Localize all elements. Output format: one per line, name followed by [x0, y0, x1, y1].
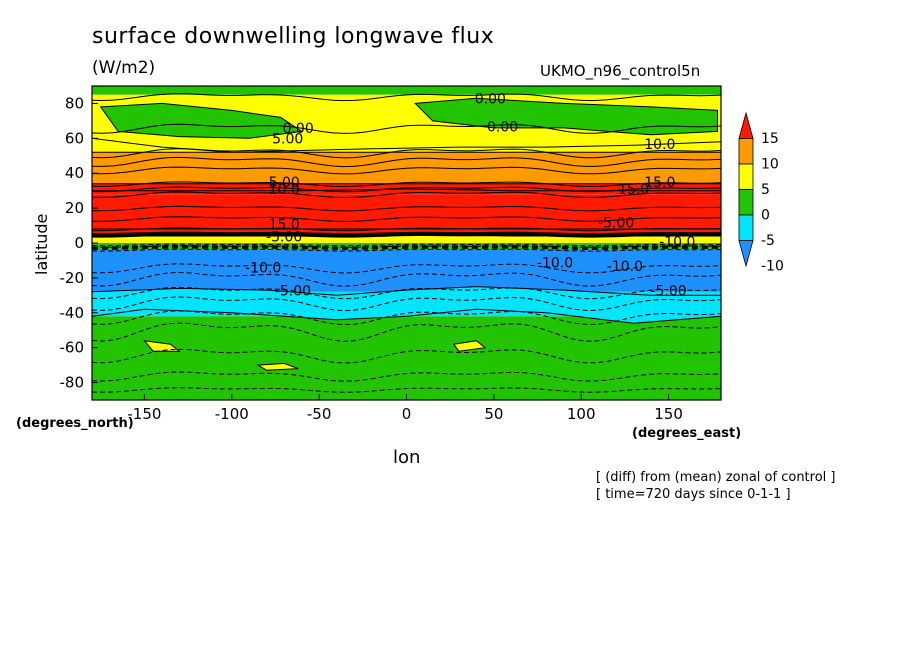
- contour-label: -10.0: [245, 261, 281, 277]
- contour-label: -10.0: [659, 234, 695, 250]
- colorbar-label: 10: [761, 157, 779, 173]
- contour-line: [91, 148, 722, 159]
- colorbar-swatch: [738, 138, 754, 165]
- colorbar-label: -10: [761, 259, 784, 275]
- x-axis-ticks: -150 -100 -50 0 50 100 150: [127, 394, 683, 423]
- x-tick-label: 0: [402, 405, 412, 423]
- x-tick-label: 50: [484, 405, 503, 423]
- run-name: UKMO_n96_control5n: [540, 62, 701, 80]
- y-tick-label: 60: [65, 129, 84, 147]
- colorbar-label: 0: [761, 208, 770, 224]
- colorbar-label: 15: [761, 131, 779, 147]
- contour-line: [91, 348, 722, 364]
- y-tick-label: -80: [60, 374, 85, 392]
- heatmap-patch: [452, 340, 487, 352]
- contour-line: [91, 248, 722, 252]
- contour-line: [91, 322, 722, 342]
- heatmap-band: [92, 86, 721, 95]
- y-axis-ticks: -80 -60 -40 -20 0 20 40 60 80: [60, 94, 98, 392]
- colorbar-label: 5: [761, 182, 770, 198]
- heatmap-band: [92, 316, 721, 400]
- contour-label: 0.00: [475, 91, 506, 107]
- contour-label: -10.0: [537, 255, 573, 271]
- contour-line: [91, 123, 722, 134]
- contour-label: -5.00: [266, 229, 302, 245]
- contour-label: 0.00: [487, 119, 518, 135]
- contour-label: 10.0: [269, 182, 300, 198]
- contour-line: [91, 205, 722, 212]
- contour-label: 5.00: [272, 132, 303, 148]
- contour-label: -5.00: [650, 283, 686, 299]
- contour-line: [91, 227, 722, 232]
- y-tick-label: -60: [60, 339, 85, 357]
- contour-line: [91, 310, 722, 326]
- colorbar-swatch: [738, 240, 754, 268]
- contour-line: [91, 245, 722, 250]
- colorbar: 15 10 5 0 -5 -10: [738, 111, 784, 275]
- heatmap-band: [92, 194, 721, 230]
- x-axis-label: lon: [393, 447, 421, 468]
- contour-label: 15.0: [644, 175, 675, 191]
- contour-label: 0.00: [283, 121, 314, 137]
- x-tick-label: -100: [215, 405, 249, 423]
- colorbar-swatch: [738, 111, 754, 139]
- colorbar-swatch: [738, 163, 754, 190]
- contour-label: 15.0: [618, 182, 649, 198]
- contour-line: [91, 263, 722, 274]
- chart-title: surface downwelling longwave flux: [92, 24, 495, 49]
- colorbar-swatch: [738, 189, 754, 216]
- x-axis-units: (degrees_east): [632, 426, 742, 441]
- contour-label: -5.00: [275, 283, 311, 299]
- contour-label: -10.0: [607, 259, 643, 275]
- contour-line: [91, 216, 722, 222]
- y-tick-label: -40: [60, 304, 85, 322]
- contour-line: [91, 271, 722, 287]
- heatmap-band: [92, 249, 721, 292]
- heatmap-patch: [91, 137, 722, 153]
- contour-line: [91, 371, 722, 382]
- contour-line: [91, 387, 722, 393]
- x-tick-label: -50: [307, 405, 332, 423]
- contour-line: [91, 243, 722, 247]
- y-tick-label: -20: [60, 269, 85, 287]
- contour-label: 5.00: [269, 175, 300, 191]
- x-tick-label: 100: [567, 405, 596, 423]
- x-tick-label: 150: [654, 405, 683, 423]
- contour-line: [91, 93, 722, 102]
- contour-labels: 0.000.000.005.005.0010.010.015.015.015.0…: [245, 91, 695, 299]
- y-tick-label: 40: [65, 164, 84, 182]
- contour-lines: [91, 93, 722, 393]
- contour-line: [91, 156, 722, 168]
- annotation-diff: [ (diff) from (mean) zonal of control ]: [596, 470, 836, 485]
- contour-line: [91, 191, 722, 199]
- annotation-time: [ time=720 days since 0-1-1 ]: [596, 487, 791, 502]
- heatmap-band: [92, 236, 721, 243]
- heatmap-patch: [256, 362, 299, 371]
- contour-line: [91, 181, 722, 188]
- colorbar-label: -5: [761, 233, 775, 249]
- contour-line: [91, 286, 722, 300]
- colorbar-swatch: [738, 214, 754, 241]
- contour-label: 15.0: [269, 217, 300, 233]
- contour-line: [91, 296, 722, 312]
- contour-label: 10.0: [644, 137, 675, 153]
- chart-units: (W/m2): [92, 58, 156, 78]
- contour-line: [91, 166, 722, 175]
- heatmap-patch: [99, 102, 304, 139]
- contour-label: -5.00: [598, 215, 634, 231]
- y-tick-label: 0: [74, 234, 84, 252]
- y-tick-label: 80: [65, 94, 84, 112]
- y-tick-label: 20: [65, 199, 84, 217]
- heatmap-patch: [143, 340, 181, 352]
- y-axis-units: (degrees_north): [16, 416, 134, 431]
- contour-line: [91, 231, 722, 238]
- x-tick-label: -150: [127, 405, 161, 423]
- contour-line: [91, 186, 722, 193]
